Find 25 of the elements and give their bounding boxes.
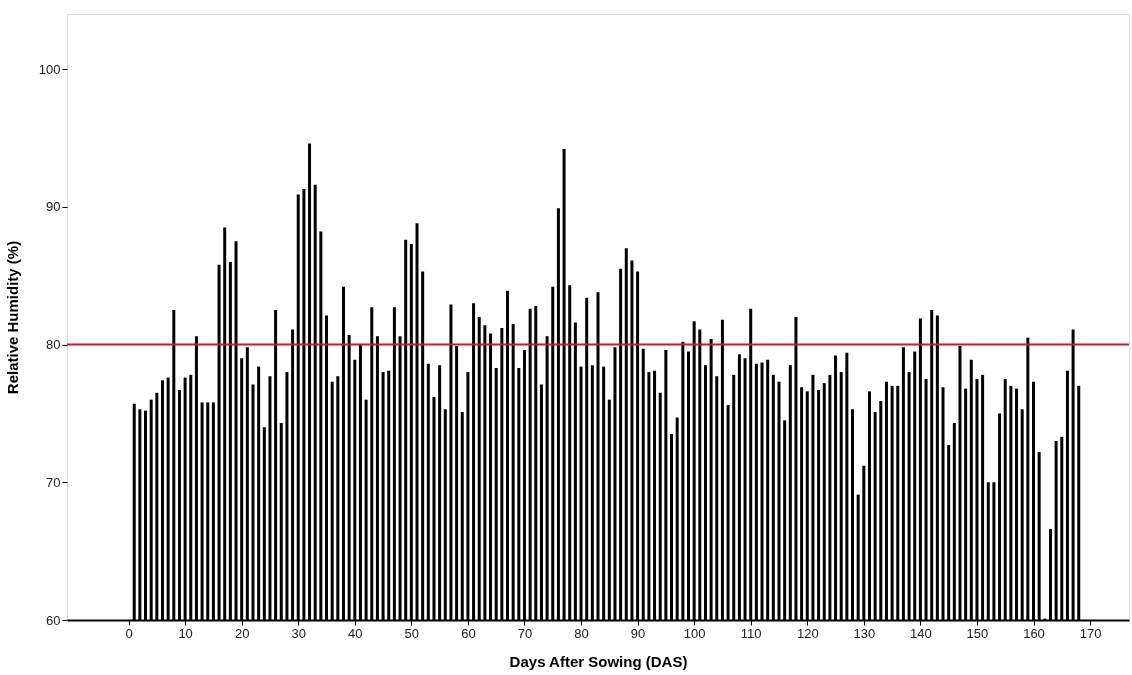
x-tick-label: 20 xyxy=(234,625,250,641)
x-tick-label: 30 xyxy=(291,625,306,641)
y-tick-label: 90 xyxy=(46,199,61,215)
y-axis-title: Relative Humidity (%) xyxy=(3,240,21,395)
x-tick-label: 130 xyxy=(853,625,876,641)
x-axis-title: Days After Sowing (DAS) xyxy=(509,652,688,670)
x-tick-label: 150 xyxy=(966,625,989,641)
x-tick-label: 60 xyxy=(461,625,476,641)
y-tick-label: 100 xyxy=(38,61,61,77)
x-tick-label: 120 xyxy=(796,625,819,641)
x-tick-label: 80 xyxy=(574,625,589,641)
x-tick-label: 90 xyxy=(630,625,646,641)
x-tick-label: 40 xyxy=(348,625,363,641)
x-tick-label: 100 xyxy=(683,625,706,641)
x-tick-label: 140 xyxy=(910,625,932,641)
y-tick-label: 60 xyxy=(46,612,61,628)
x-tick-label: 0 xyxy=(125,625,133,641)
x-tick-label: 170 xyxy=(1079,625,1102,641)
x-tick-label: 110 xyxy=(740,625,762,641)
y-tick-label: 70 xyxy=(46,474,61,490)
x-tick-label: 50 xyxy=(404,625,420,641)
x-tick-label: 160 xyxy=(1023,625,1045,641)
x-tick-label: 10 xyxy=(178,625,193,641)
y-tick-label: 80 xyxy=(46,337,61,353)
x-tick-label: 70 xyxy=(517,625,533,641)
